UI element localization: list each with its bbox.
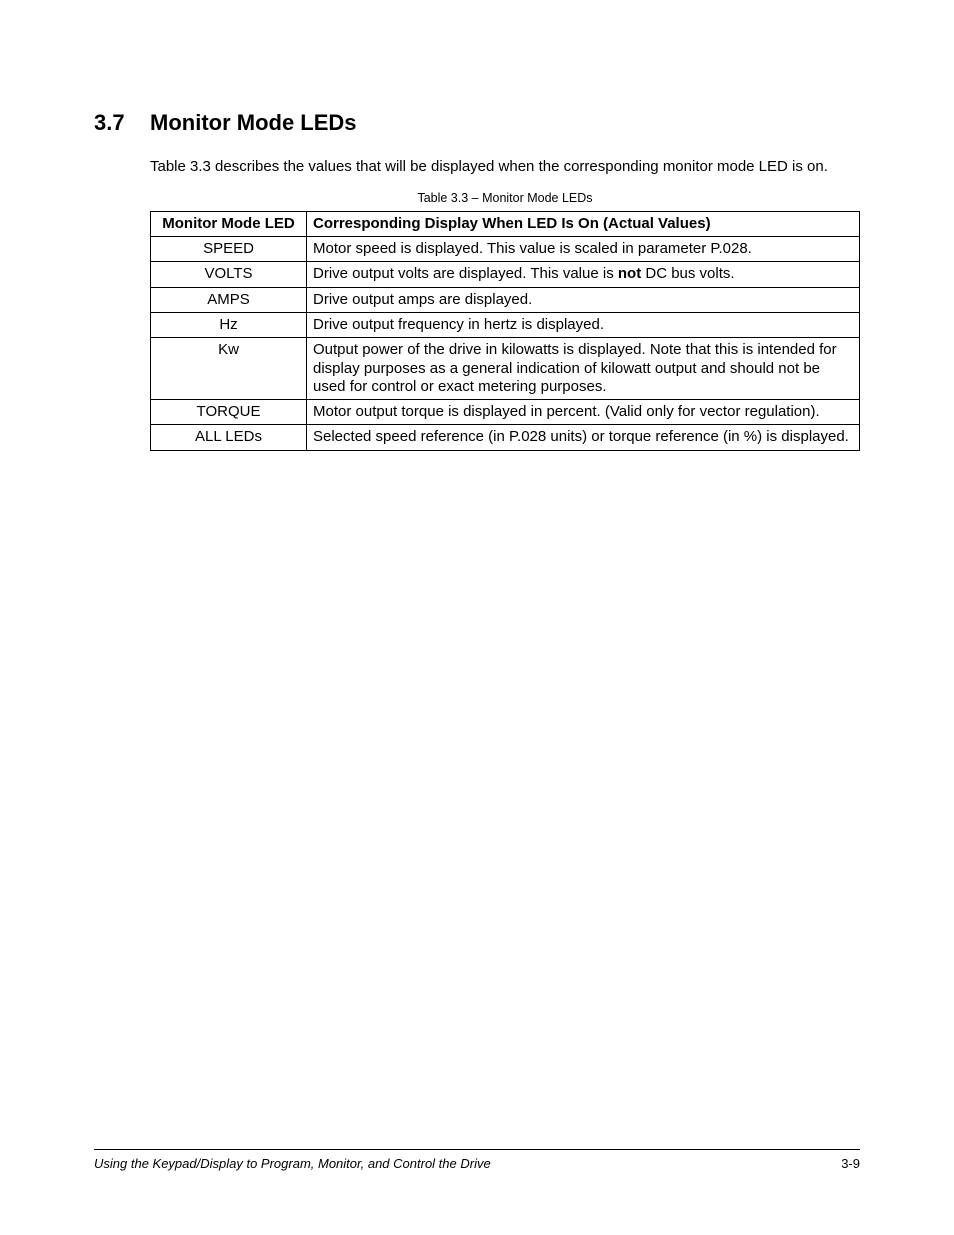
section-number: 3.7 bbox=[94, 110, 150, 136]
table-row: ALL LEDs Selected speed reference (in P.… bbox=[151, 425, 860, 450]
cell-desc: Selected speed reference (in P.028 units… bbox=[307, 425, 860, 450]
cell-led: VOLTS bbox=[151, 262, 307, 287]
section-title: Monitor Mode LEDs bbox=[150, 110, 357, 136]
cell-desc: Drive output frequency in hertz is displ… bbox=[307, 312, 860, 337]
cell-led: ALL LEDs bbox=[151, 425, 307, 450]
cell-desc: Motor speed is displayed. This value is … bbox=[307, 237, 860, 262]
col-header-led: Monitor Mode LED bbox=[151, 211, 307, 236]
cell-led: Kw bbox=[151, 338, 307, 400]
table-row: Kw Output power of the drive in kilowatt… bbox=[151, 338, 860, 400]
cell-led: AMPS bbox=[151, 287, 307, 312]
col-header-desc: Corresponding Display When LED Is On (Ac… bbox=[307, 211, 860, 236]
table-header-row: Monitor Mode LED Corresponding Display W… bbox=[151, 211, 860, 236]
page-footer: Using the Keypad/Display to Program, Mon… bbox=[94, 1149, 860, 1171]
cell-desc: Drive output amps are displayed. bbox=[307, 287, 860, 312]
section-heading: 3.7 Monitor Mode LEDs bbox=[94, 110, 860, 136]
footer-page-number: 3-9 bbox=[841, 1156, 860, 1171]
cell-desc: Motor output torque is displayed in perc… bbox=[307, 400, 860, 425]
table-row: SPEED Motor speed is displayed. This val… bbox=[151, 237, 860, 262]
table-row: AMPS Drive output amps are displayed. bbox=[151, 287, 860, 312]
monitor-mode-table: Monitor Mode LED Corresponding Display W… bbox=[150, 211, 860, 451]
table-row: TORQUE Motor output torque is displayed … bbox=[151, 400, 860, 425]
table-row: VOLTS Drive output volts are displayed. … bbox=[151, 262, 860, 287]
footer-chapter-title: Using the Keypad/Display to Program, Mon… bbox=[94, 1156, 491, 1171]
footer-rule bbox=[94, 1149, 860, 1150]
table-row: Hz Drive output frequency in hertz is di… bbox=[151, 312, 860, 337]
cell-led: TORQUE bbox=[151, 400, 307, 425]
cell-desc: Output power of the drive in kilowatts i… bbox=[307, 338, 860, 400]
cell-led: SPEED bbox=[151, 237, 307, 262]
cell-led: Hz bbox=[151, 312, 307, 337]
table-caption: Table 3.3 – Monitor Mode LEDs bbox=[150, 191, 860, 205]
intro-paragraph: Table 3.3 describes the values that will… bbox=[150, 158, 860, 177]
cell-desc: Drive output volts are displayed. This v… bbox=[307, 262, 860, 287]
